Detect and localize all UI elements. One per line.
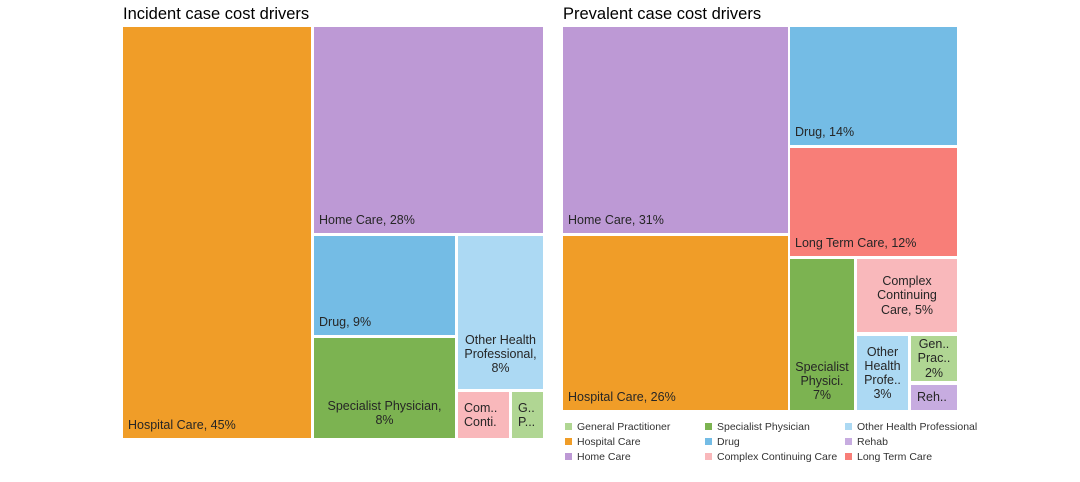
incident-treemap: Hospital Care, 45% Home Care, 28% Drug, … (123, 27, 543, 438)
treemap-cell-hospital-care[interactable]: Hospital Care, 26% (563, 236, 788, 410)
legend-label: Long Term Care (857, 450, 933, 463)
treemap-cell-other-health-professional[interactable]: Other Health Professional, 8% (458, 236, 543, 389)
cell-label: Hospital Care, 45% (128, 417, 236, 432)
prevalent-treemap: Home Care, 31% Hospital Care, 26% Drug, … (563, 27, 957, 410)
cell-label: Complex Continuing Care, 5% (877, 274, 937, 317)
legend-swatch-icon (705, 438, 712, 445)
legend-item-general-practitioner[interactable]: General Practitioner (565, 421, 705, 433)
legend-label: Complex Continuing Care (717, 450, 838, 463)
treemap-cell-hospital-care[interactable]: Hospital Care, 45% (123, 27, 311, 438)
treemap-cell-rehab[interactable]: Reh.. (911, 385, 957, 410)
legend-swatch-icon (845, 423, 852, 430)
legend-item-long-term-care[interactable]: Long Term Care (845, 451, 977, 463)
cell-label: Hospital Care, 26% (568, 389, 676, 404)
treemap-cell-other-health-professional[interactable]: Other Health Profe.. 3% (857, 336, 908, 410)
cell-label: Home Care, 31% (568, 212, 664, 227)
legend-item-hospital-care[interactable]: Hospital Care (565, 436, 705, 448)
legend-item-drug[interactable]: Drug (705, 436, 845, 448)
cell-label: Reh.. (917, 390, 947, 405)
cell-label: Other Health Profe.. 3% (864, 344, 901, 402)
treemap-cell-general-practitioner[interactable]: Gen.. Prac.. 2% (911, 336, 957, 381)
legend-label: Other Health Professional (857, 420, 978, 433)
cell-label: G.. P... (518, 400, 536, 429)
legend-label: General Practitioner (577, 420, 671, 433)
legend-label: Drug (717, 435, 740, 448)
prevalent-chart-title: Prevalent case cost drivers (563, 5, 762, 23)
treemap-cell-home-care[interactable]: Home Care, 28% (314, 27, 543, 233)
treemap-cell-general-practitioner[interactable]: G.. P... (512, 392, 543, 438)
treemap-cell-specialist-physician[interactable]: Specialist Physician, 8% (314, 338, 455, 438)
cell-label: Drug, 14% (795, 124, 855, 139)
legend-swatch-icon (565, 453, 572, 460)
cell-label: Home Care, 28% (319, 212, 415, 227)
cell-label: Com.. Conti. (464, 400, 498, 429)
legend: General Practitioner Specialist Physicia… (565, 419, 977, 464)
incident-chart-title: Incident case cost drivers (123, 5, 310, 23)
cell-label: Long Term Care, 12% (795, 235, 917, 250)
legend-swatch-icon (705, 453, 712, 460)
legend-label: Home Care (577, 450, 631, 463)
cell-label: Specialist Physician, 8% (327, 398, 442, 427)
legend-item-rehab[interactable]: Rehab (845, 436, 977, 448)
treemap-cell-specialist-physician[interactable]: Specialist Physici. 7% (790, 259, 854, 410)
legend-item-complex-continuing-care[interactable]: Complex Continuing Care (705, 451, 845, 463)
treemap-cell-complex-continuing-care[interactable]: Complex Continuing Care, 5% (857, 259, 957, 332)
treemap-cell-home-care[interactable]: Home Care, 31% (563, 27, 788, 233)
treemap-cell-drug[interactable]: Drug, 14% (790, 27, 957, 145)
cell-label: Gen.. Prac.. 2% (917, 337, 951, 380)
legend-swatch-icon (845, 438, 852, 445)
treemap-cell-long-term-care[interactable]: Long Term Care, 12% (790, 148, 957, 256)
legend-item-specialist-physician[interactable]: Specialist Physician (705, 421, 845, 433)
cell-label: Drug, 9% (319, 314, 372, 329)
legend-label: Hospital Care (577, 435, 641, 448)
treemap-cell-complex-continuing-care[interactable]: Com.. Conti. (458, 392, 509, 438)
legend-item-home-care[interactable]: Home Care (565, 451, 705, 463)
cell-label: Other Health Professional, 8% (464, 332, 537, 375)
legend-swatch-icon (845, 453, 852, 460)
legend-label: Specialist Physician (717, 420, 810, 433)
legend-swatch-icon (565, 423, 572, 430)
cell-label: Specialist Physici. 7% (795, 359, 849, 402)
treemap-cell-drug[interactable]: Drug, 9% (314, 236, 455, 335)
legend-swatch-icon (705, 423, 712, 430)
legend-item-other-health-professional[interactable]: Other Health Professional (845, 421, 977, 433)
legend-swatch-icon (565, 438, 572, 445)
legend-label: Rehab (857, 435, 888, 448)
